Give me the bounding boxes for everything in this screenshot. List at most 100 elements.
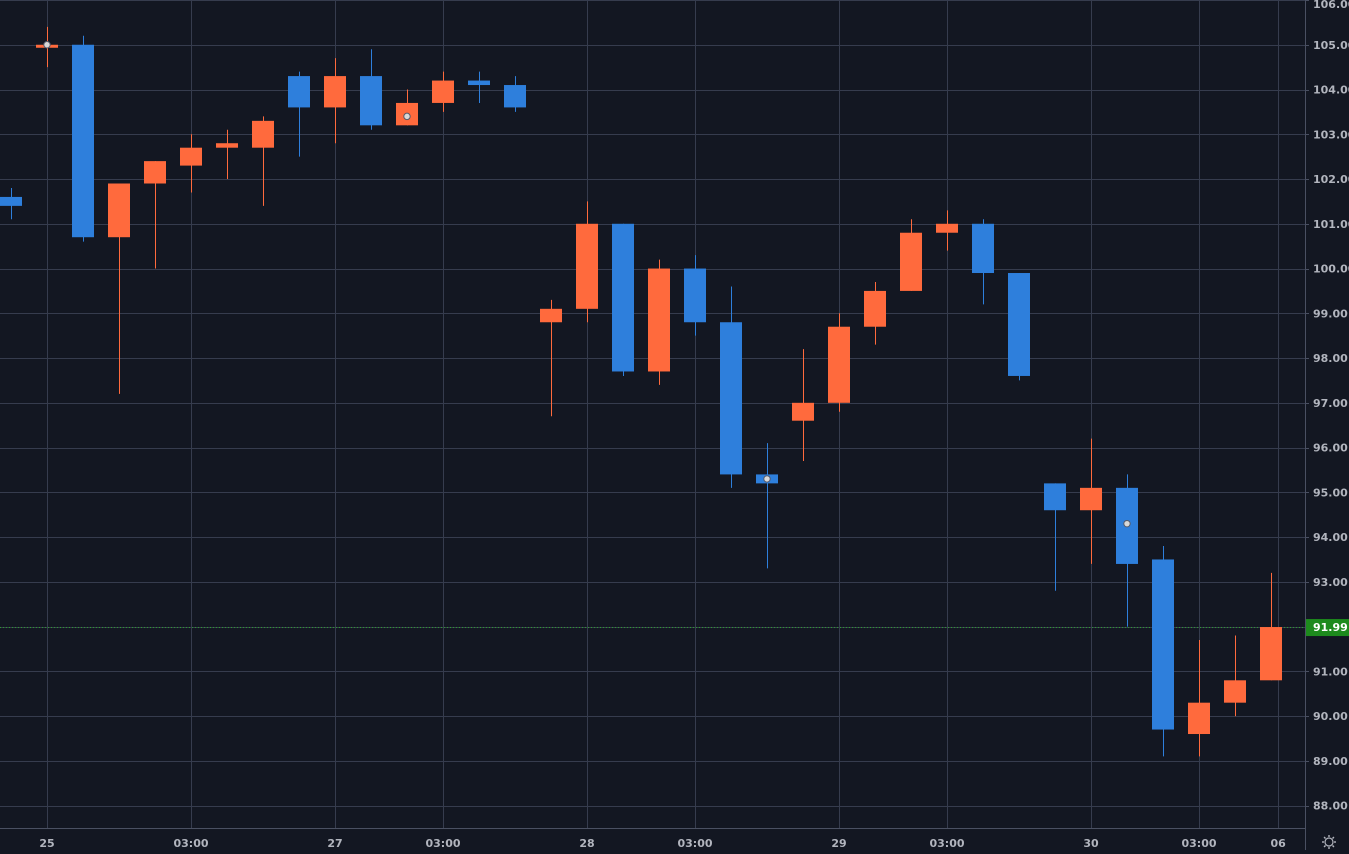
candle-body[interactable] [576, 223, 598, 309]
time-tick-label: 03:00 [929, 837, 964, 850]
candle[interactable] [432, 71, 454, 112]
gear-icon[interactable] [1322, 835, 1336, 849]
price-tick-label: 93.00 [1313, 576, 1348, 589]
price-tick-label: 99.00 [1313, 307, 1348, 320]
candle-body[interactable] [540, 308, 562, 323]
candle-body[interactable] [648, 268, 670, 372]
candle-body[interactable] [1224, 680, 1246, 703]
candle-body[interactable] [108, 183, 130, 238]
gear-icon-tooth [1323, 845, 1326, 848]
candle-body[interactable] [684, 268, 706, 323]
candle[interactable] [504, 76, 526, 112]
candle[interactable] [288, 71, 310, 157]
price-tick-label: 91.00 [1313, 665, 1348, 678]
candle[interactable] [648, 259, 670, 385]
candle[interactable] [468, 71, 490, 103]
candle[interactable] [360, 49, 382, 130]
time-tick-label: 30 [1083, 837, 1099, 850]
marker-point [43, 41, 51, 49]
price-tick-label: 98.00 [1313, 352, 1348, 365]
price-tick-label: 95.00 [1313, 486, 1348, 499]
candle[interactable] [324, 58, 346, 144]
candle-body[interactable] [1008, 273, 1030, 376]
candle[interactable] [1152, 546, 1174, 757]
candle[interactable] [1044, 483, 1066, 591]
candle-body[interactable] [144, 161, 166, 184]
candle[interactable] [684, 255, 706, 336]
candle[interactable] [540, 299, 562, 417]
candle-body[interactable] [468, 80, 490, 86]
price-tick-label: 102.00 [1313, 173, 1349, 186]
candle[interactable] [612, 223, 634, 376]
candle[interactable] [900, 219, 922, 291]
candle[interactable] [936, 210, 958, 251]
candle-body[interactable] [1044, 483, 1066, 511]
candle-body[interactable] [288, 76, 310, 108]
candle-body[interactable] [0, 196, 22, 206]
candle-body[interactable] [72, 44, 94, 238]
candle-body[interactable] [216, 143, 238, 148]
price-tick-label: 101.00 [1313, 218, 1349, 231]
candle-body[interactable] [1260, 627, 1282, 681]
price-tick-label: 88.00 [1313, 800, 1348, 813]
time-tick-label: 03:00 [677, 837, 712, 850]
time-tick-label: 25 [39, 837, 54, 850]
candle-body[interactable] [252, 120, 274, 148]
candle-body[interactable] [504, 85, 526, 108]
candle-body[interactable] [360, 76, 382, 126]
time-tick-label: 29 [831, 837, 846, 850]
candle[interactable] [144, 161, 166, 269]
time-tick-label: 03:00 [1181, 837, 1216, 850]
candle-body[interactable] [1152, 559, 1174, 730]
marker-point [403, 112, 411, 121]
price-tick-label: 106.00 [1313, 0, 1349, 11]
candle-body[interactable] [1188, 702, 1210, 735]
last-price-badge [1306, 619, 1349, 637]
candle[interactable] [252, 116, 274, 206]
candle-body[interactable] [792, 402, 814, 421]
marker-point [1123, 519, 1131, 528]
candle[interactable] [792, 349, 814, 461]
candle[interactable] [72, 35, 94, 242]
candle[interactable] [576, 201, 598, 323]
time-axis-panel [0, 828, 1305, 850]
candle-body[interactable] [828, 326, 850, 403]
price-tick-label: 97.00 [1313, 397, 1348, 410]
price-tick-label: 89.00 [1313, 755, 1348, 768]
candle[interactable] [1188, 640, 1210, 757]
candle-body[interactable] [180, 147, 202, 166]
price-tick-label: 96.00 [1313, 442, 1348, 455]
candle-body[interactable] [612, 223, 634, 372]
candle[interactable] [720, 286, 742, 488]
markers [43, 41, 1131, 528]
candle[interactable] [972, 219, 994, 305]
candle-body[interactable] [720, 322, 742, 475]
candle[interactable] [1008, 273, 1030, 381]
price-tick-label: 103.00 [1313, 128, 1349, 141]
candle[interactable] [108, 183, 130, 394]
candle-body[interactable] [324, 76, 346, 108]
candle-body[interactable] [900, 232, 922, 291]
candles[interactable] [0, 26, 1282, 757]
candle[interactable] [828, 313, 850, 412]
candle-body[interactable] [432, 80, 454, 103]
price-tick-label: 100.00 [1313, 263, 1349, 276]
candle-body[interactable] [972, 223, 994, 274]
time-tick-label: 27 [327, 837, 342, 850]
candle-body[interactable] [864, 290, 886, 327]
candle[interactable] [1260, 572, 1282, 681]
price-axis-panel [1305, 0, 1349, 850]
marker-dot [403, 112, 411, 121]
candle[interactable] [216, 129, 238, 180]
candle-body[interactable] [936, 223, 958, 233]
price-tick-label: 90.00 [1313, 710, 1348, 723]
candle[interactable] [1080, 438, 1102, 564]
candle-body[interactable] [1080, 487, 1102, 511]
candle[interactable] [0, 187, 22, 220]
candle[interactable] [180, 134, 202, 193]
candle[interactable] [1224, 635, 1246, 717]
candle[interactable] [864, 281, 886, 345]
